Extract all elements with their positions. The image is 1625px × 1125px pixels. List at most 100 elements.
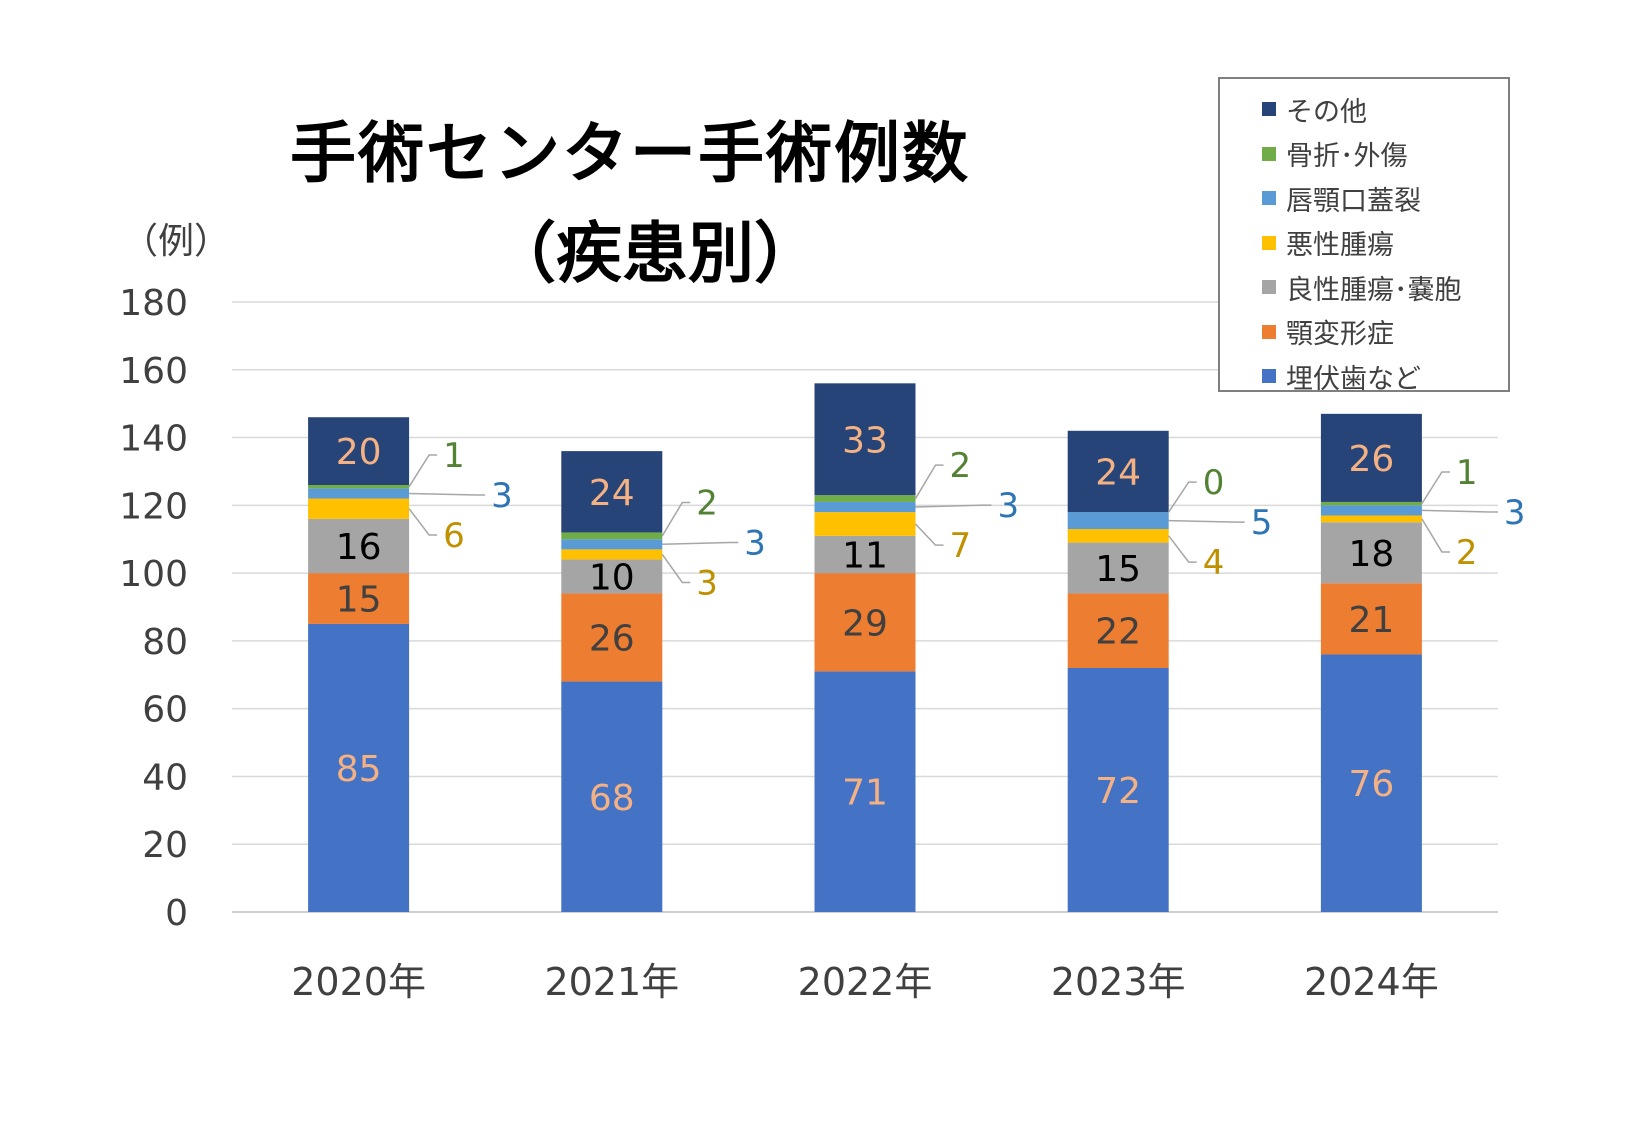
data-label: 5 (1251, 503, 1273, 543)
data-label: 2 (950, 446, 972, 486)
x-tick-label: 2023年 (1051, 960, 1186, 1004)
y-tick-label: 40 (142, 757, 188, 798)
data-label: 26 (589, 619, 635, 660)
bar-segment (1067, 430, 1169, 513)
legend-item: 埋伏歯など (1262, 356, 1421, 396)
bar-segment (1067, 593, 1169, 668)
y-tick-label: 100 (119, 554, 188, 595)
data-label: 21 (1348, 600, 1394, 641)
bar-segment (308, 518, 410, 574)
legend-label: 唇顎口蓋裂 (1286, 185, 1421, 217)
bar-segment (561, 549, 663, 560)
leader-line (408, 508, 438, 536)
data-label: 16 (336, 527, 382, 568)
leader-line (661, 554, 691, 584)
data-label: 4 (1203, 543, 1225, 583)
y-tick-label: 180 (119, 283, 188, 324)
bar-segment (561, 451, 663, 533)
data-label: 24 (1095, 452, 1141, 493)
y-tick-label: 60 (142, 690, 188, 731)
bar-segment (814, 573, 916, 672)
data-label: 7 (950, 526, 972, 566)
legend-item: 良性腫瘍･嚢胞 (1262, 267, 1462, 307)
data-label: 0 (1203, 463, 1225, 503)
x-tick-label: 2020年 (291, 960, 426, 1004)
leader-line (1421, 509, 1498, 513)
bar-segment (814, 383, 916, 496)
data-label: 3 (998, 486, 1020, 526)
data-label: 24 (589, 473, 635, 514)
legend-swatch (1262, 235, 1276, 250)
bar-segment (1320, 515, 1422, 523)
legend-item: 顎変形症 (1262, 312, 1394, 352)
leader-line (1168, 519, 1245, 523)
bar-segment (1067, 512, 1169, 530)
data-label: 85 (336, 749, 382, 790)
data-label: 22 (1095, 612, 1141, 653)
legend-item: 悪性腫瘍 (1262, 223, 1394, 263)
x-tick-label: 2024年 (1304, 960, 1439, 1004)
y-axis-unit-label: （例） (122, 221, 231, 262)
chart-subtitle: （疾患別） (490, 215, 820, 292)
bar-segment (1320, 501, 1422, 506)
bar-segment (814, 501, 916, 513)
data-label: 3 (491, 476, 513, 516)
bar-segment (1320, 654, 1422, 912)
data-label: 3 (696, 563, 718, 603)
data-label: 68 (589, 778, 635, 819)
bar-segment (814, 512, 916, 536)
leader-line (1421, 471, 1450, 505)
data-label: 3 (1504, 493, 1526, 533)
legend-swatch (1262, 191, 1276, 205)
data-label: 33 (842, 420, 888, 461)
data-label: 20 (336, 432, 382, 473)
bar-segment (1067, 668, 1169, 912)
legend-swatch (1262, 146, 1276, 161)
data-label: 76 (1348, 764, 1394, 805)
legend-swatch (1262, 324, 1276, 339)
legend-item: 唇顎口蓋裂 (1262, 178, 1421, 218)
bar-segment (308, 498, 410, 519)
data-label: 71 (842, 773, 888, 814)
data-label: 2 (1456, 533, 1478, 573)
legend-swatch (1262, 280, 1276, 294)
legend-label: 骨折･外傷 (1286, 141, 1408, 172)
bar-segment (814, 495, 916, 502)
bar-segment (308, 488, 410, 499)
bar-segment (1320, 583, 1422, 655)
bar-segment (1320, 413, 1422, 502)
legend-label: 顎変形症 (1286, 319, 1394, 350)
legend-label: 埋伏歯など (1286, 363, 1421, 395)
data-label: 1 (443, 436, 465, 476)
legend-swatch (1262, 369, 1276, 383)
leader-line (915, 504, 992, 508)
bar-segment (1320, 505, 1422, 516)
x-tick-label: 2022年 (798, 960, 933, 1004)
data-label: 15 (1095, 549, 1141, 590)
data-label: 26 (1348, 439, 1394, 480)
data-label: 18 (1348, 534, 1394, 575)
data-label: 6 (443, 516, 465, 556)
y-tick-label: 0 (165, 893, 188, 934)
leader-line (662, 541, 739, 546)
y-tick-label: 120 (119, 486, 188, 527)
legend-swatch (1262, 102, 1276, 116)
leader-line (1168, 535, 1197, 563)
bar-segment (561, 593, 663, 682)
data-label: 29 (842, 603, 888, 644)
leader-line (1421, 518, 1450, 553)
chart-legend: その他 骨折･外傷 唇顎口蓋裂 悪性腫瘍 良性腫瘍･嚢胞 顎変形症 埋伏歯など (1218, 77, 1510, 395)
bar-segment (1067, 542, 1169, 594)
bar-segment (561, 559, 663, 594)
bar-segment (1320, 522, 1422, 584)
bar-segment (814, 535, 916, 574)
bar-segment (561, 681, 663, 912)
data-label: 2 (696, 483, 718, 523)
data-label: 1 (1456, 453, 1478, 493)
y-tick-label: 160 (119, 351, 188, 392)
leader-line (914, 464, 944, 499)
leader-line (914, 523, 944, 546)
y-tick-label: 80 (142, 622, 188, 663)
